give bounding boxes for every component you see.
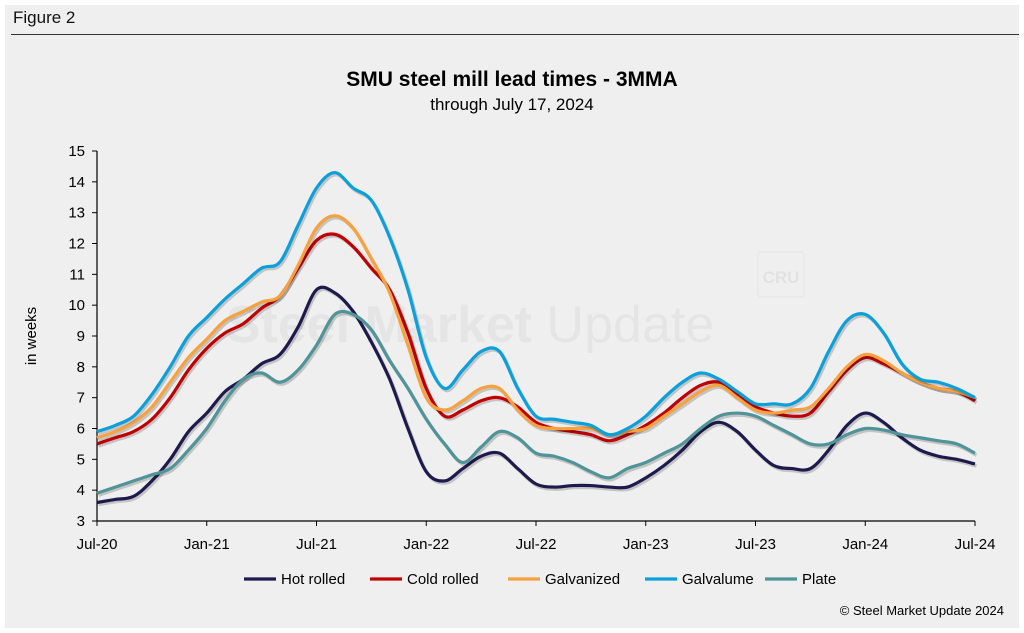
y-tick-label: 3 [77,513,85,530]
legend-item: Galvanized [508,571,620,588]
y-tick-label: 7 [77,390,85,407]
x-tick-label: Jan-24 [842,536,888,553]
y-tick-label: 9 [77,328,85,345]
series-line-galvanized [96,214,976,440]
y-tick-label: 5 [77,451,85,468]
y-tick-label: 13 [68,205,85,222]
x-tick-label: Jul-20 [77,536,118,553]
x-tick-label: Jan-21 [184,536,230,553]
y-tick-label: 6 [77,421,85,438]
series-line-cold-rolled [96,232,976,446]
y-tick-label: 11 [69,266,85,283]
cru-logo-text: CRU [763,268,800,287]
series-lines [96,170,978,507]
chart-subtitle: through July 17, 2024 [430,95,594,114]
series-line-galvalume [96,170,976,437]
legend-label: Hot rolled [281,571,345,588]
watermark: Steel Market Update CRU [226,251,805,354]
y-tick-label: 8 [77,359,85,376]
y-tick-label: 10 [68,297,85,314]
legend-item: Plate [765,571,836,588]
legend-label: Cold rolled [407,571,479,588]
x-tick-label: Jul-24 [955,536,996,553]
axes: 3 4 5 6 7 8 9 10 11 12 13 14 15 Jul-20 Jan-21 Jul-21 Jan… [68,143,995,553]
y-axis-label: in weeks [23,307,40,365]
x-tick-label: Jul-22 [516,536,557,553]
legend-label: Galvalume [682,571,754,588]
y-tick-label: 12 [68,236,85,253]
watermark-text: Steel Market Update [226,296,715,354]
x-tick-label: Jul-21 [296,536,337,553]
legend-label: Plate [802,571,836,588]
legend: Hot rolled Cold rolled Galvanized Galvalume… [244,571,836,588]
legend-label: Galvanized [545,571,620,588]
header-divider [11,34,1019,35]
y-tick-label: 4 [77,482,85,499]
series-line-plate [96,309,976,495]
legend-item: Cold rolled [370,571,479,588]
legend-item: Hot rolled [244,571,345,588]
x-tick-label: Jan-22 [403,536,449,553]
x-tick-label: Jul-23 [735,536,776,553]
legend-item: Galvalume [645,571,754,588]
cru-logo [757,251,805,298]
figure-label: Figure 2 [13,8,76,27]
y-tick-label: 15 [68,143,85,160]
chart-title: SMU steel mill lead times - 3MMA [346,68,677,91]
y-tick-label: 14 [68,174,85,191]
x-tick-label: Jan-23 [623,536,669,553]
credit: © Steel Market Update 2024 [840,603,1004,618]
